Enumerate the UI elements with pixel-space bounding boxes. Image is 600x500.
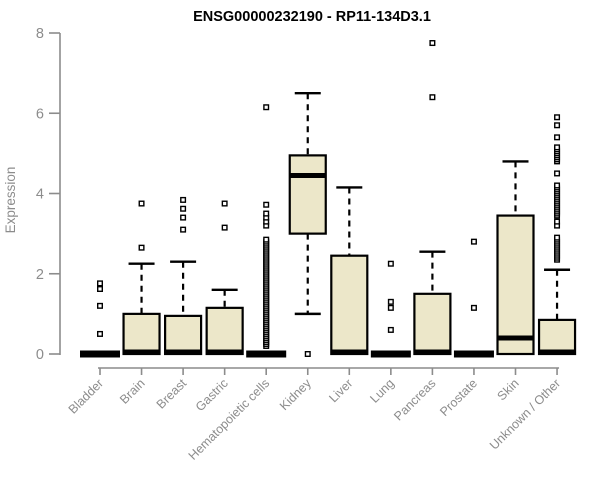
outlier-point: [96, 302, 103, 309]
box-group: [370, 260, 411, 358]
outlier-point: [387, 260, 394, 267]
flat-box: [80, 350, 120, 358]
box-group: [537, 114, 577, 356]
y-tick-label: 2: [36, 267, 44, 283]
box-group: [330, 186, 369, 356]
box-group: [246, 104, 287, 358]
outlier-point: [554, 234, 561, 241]
outlier-point: [470, 304, 477, 311]
outlier-point: [554, 182, 561, 189]
outlier-point: [387, 326, 394, 333]
box: [537, 318, 577, 356]
y-tick-label: 6: [36, 106, 44, 122]
box: [205, 306, 244, 356]
outlier-point: [429, 94, 436, 101]
outlier-point: [263, 104, 270, 111]
flat-box: [246, 350, 287, 358]
x-category-label: Prostate: [437, 376, 480, 419]
flat-box: [370, 350, 411, 358]
x-category-label: Brain: [117, 376, 148, 407]
outlier-point: [96, 280, 103, 287]
box-group: [80, 280, 120, 358]
x-category-label: Bladder: [66, 376, 106, 416]
boxes-layer: [80, 40, 577, 358]
outlier-point: [554, 134, 561, 141]
outlier-point: [554, 122, 561, 129]
x-category-label: Liver: [326, 376, 355, 405]
y-axis-title: Expression: [3, 167, 18, 234]
box: [413, 292, 452, 356]
outlier-point: [387, 298, 394, 305]
x-category-label: Skin: [495, 376, 522, 403]
outlier-point: [138, 244, 145, 251]
outlier-point: [263, 210, 270, 217]
box-group: [122, 200, 161, 356]
x-category-label: Unknown / Other: [487, 376, 563, 452]
axes-layer: 0 2 4 6 8 Bladder Brain Breast GastricHematopoie…: [36, 26, 563, 463]
x-category-label: Hematopoietic cells: [186, 376, 273, 463]
x-category-label: Pancreas: [391, 376, 438, 423]
outlier-point: [554, 144, 561, 151]
x-category-label: Kidney: [277, 376, 314, 413]
outlier-point: [470, 238, 477, 245]
box: [330, 254, 369, 356]
outlier-point: [180, 205, 187, 212]
outlier-point: [180, 226, 187, 233]
outlier-point: [554, 170, 561, 177]
outlier-point: [96, 285, 103, 292]
outlier-point: [180, 214, 187, 221]
box: [122, 312, 161, 356]
box-group: [164, 196, 203, 356]
outlier-point: [263, 201, 270, 208]
box: [288, 154, 327, 235]
box: [496, 214, 535, 356]
outlier-point: [221, 224, 228, 231]
chart-title: ENSG00000232190 - RP11-134D3.1: [193, 9, 431, 25]
outlier-point: [96, 330, 103, 337]
y-tick-label: 8: [36, 26, 44, 42]
x-category-label: Breast: [154, 376, 190, 412]
box: [164, 314, 203, 356]
flat-box: [453, 350, 494, 358]
y-tick-label: 4: [36, 187, 44, 203]
outlier-point: [554, 114, 561, 121]
x-category-label: Lung: [367, 376, 397, 406]
box-group: [205, 200, 244, 356]
outlier-point: [387, 304, 394, 311]
box-group: [413, 40, 452, 356]
box-group: [453, 238, 494, 358]
outlier-point: [180, 196, 187, 203]
x-category-label: Gastric: [193, 376, 231, 414]
box-group: [288, 91, 327, 358]
outlier-point: [554, 218, 561, 225]
y-tick-label: 0: [36, 347, 44, 363]
outlier-point: [138, 200, 145, 207]
outlier-point: [304, 351, 311, 358]
outlier-point: [429, 40, 436, 47]
outlier-point: [221, 200, 228, 207]
box-group: [496, 160, 535, 356]
outlier-point: [263, 236, 270, 243]
